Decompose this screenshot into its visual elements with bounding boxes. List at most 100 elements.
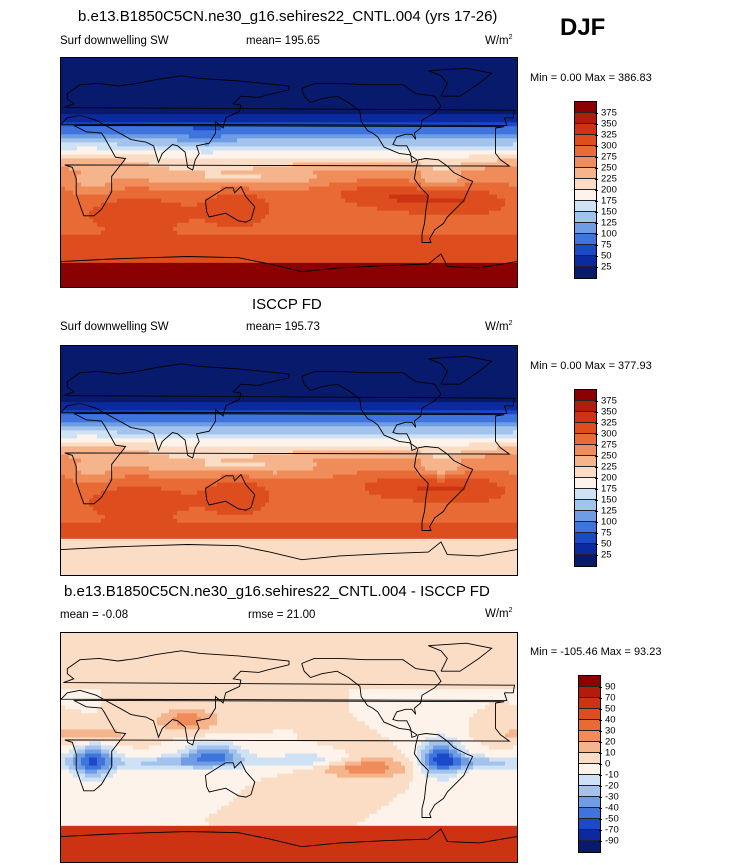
map-cell xyxy=(165,218,170,224)
map-cell xyxy=(273,62,278,67)
map-cell xyxy=(377,146,382,152)
map-cell xyxy=(445,158,450,164)
map-cell xyxy=(477,106,482,111)
map-cell xyxy=(229,70,234,75)
map-cell xyxy=(185,146,190,152)
map-cell xyxy=(393,110,398,115)
map-cell xyxy=(225,162,230,168)
map-cell xyxy=(365,186,370,192)
map-cell xyxy=(337,214,342,220)
map-cell xyxy=(509,74,514,79)
map-cell xyxy=(433,90,438,95)
map-cell xyxy=(241,206,246,212)
map-cell xyxy=(481,86,486,91)
map-cell xyxy=(73,210,78,216)
map-cell xyxy=(85,94,90,99)
map-cell xyxy=(325,166,330,172)
map-cell xyxy=(249,198,254,204)
map-cell xyxy=(433,58,438,63)
map-cell xyxy=(269,186,274,192)
map-cell xyxy=(301,174,306,180)
map-cell xyxy=(293,102,298,107)
map-cell xyxy=(457,206,462,212)
map-cell xyxy=(241,158,246,164)
map-cell xyxy=(101,198,106,204)
map-cell xyxy=(213,230,218,236)
map-cell xyxy=(249,98,254,103)
map-cell xyxy=(305,226,310,232)
map-cell xyxy=(181,114,186,119)
map-cell xyxy=(449,154,454,160)
map-cell xyxy=(265,126,270,131)
map-cell xyxy=(229,198,234,204)
map-cell xyxy=(121,182,126,188)
map-cell xyxy=(401,86,406,91)
map-cell xyxy=(85,226,90,232)
map-cell xyxy=(321,118,326,123)
map-cell xyxy=(357,126,362,131)
map-cell xyxy=(453,194,458,200)
map-cell xyxy=(421,62,426,67)
panel1-mean: mean= 195.65 xyxy=(246,35,320,47)
map-cell xyxy=(65,202,70,208)
map-cell xyxy=(305,70,310,75)
map-cell xyxy=(421,126,426,131)
map-cell xyxy=(257,178,262,184)
map-cell xyxy=(329,158,334,164)
map-cell xyxy=(253,66,258,71)
map-cell xyxy=(173,130,178,135)
map-cell xyxy=(449,138,454,143)
map-cell xyxy=(417,78,422,83)
map-cell xyxy=(81,178,86,184)
map-cell xyxy=(129,66,134,71)
map-cell xyxy=(329,182,334,188)
map-cell xyxy=(85,174,90,180)
map-cell xyxy=(373,158,378,164)
map-cell xyxy=(441,226,446,232)
map-cell xyxy=(481,90,486,95)
map-cell xyxy=(261,82,266,87)
map-cell xyxy=(85,178,90,184)
map-cell xyxy=(461,202,466,208)
map-cell xyxy=(473,90,478,95)
map-cell xyxy=(93,138,98,143)
map-cell xyxy=(117,186,122,192)
map-cell xyxy=(329,82,334,87)
map-cell xyxy=(185,166,190,172)
map-cell xyxy=(217,138,222,143)
map-cell xyxy=(385,90,390,95)
map-cell xyxy=(89,106,94,111)
map-cell xyxy=(497,134,502,139)
map-cell xyxy=(465,82,470,87)
map-cell xyxy=(149,154,154,160)
map-cell xyxy=(277,78,282,83)
map-cell xyxy=(265,186,270,192)
map-cell xyxy=(225,214,230,220)
map-cell xyxy=(177,134,182,139)
map-cell xyxy=(341,130,346,135)
map-cell xyxy=(409,70,414,75)
map-cell xyxy=(449,102,454,107)
map-cell xyxy=(361,162,366,168)
map-cell xyxy=(69,142,74,147)
map-cell xyxy=(341,86,346,91)
map-cell xyxy=(509,154,514,160)
map-cell xyxy=(205,158,210,164)
map-cell xyxy=(197,170,202,176)
map-cell xyxy=(317,226,322,232)
map-cell xyxy=(381,90,386,95)
map-cell xyxy=(421,194,426,200)
map-cell xyxy=(169,66,174,71)
map-cell xyxy=(341,174,346,180)
map-cell xyxy=(333,66,338,71)
map-cell xyxy=(297,214,302,220)
map-cell xyxy=(317,94,322,99)
map-cell xyxy=(97,134,102,139)
map-cell xyxy=(237,138,242,143)
map-cell xyxy=(373,98,378,103)
map-cell xyxy=(217,222,222,228)
map-cell xyxy=(201,66,206,71)
map-cell xyxy=(497,182,502,188)
map-cell xyxy=(153,218,158,224)
map-cell xyxy=(445,174,450,180)
